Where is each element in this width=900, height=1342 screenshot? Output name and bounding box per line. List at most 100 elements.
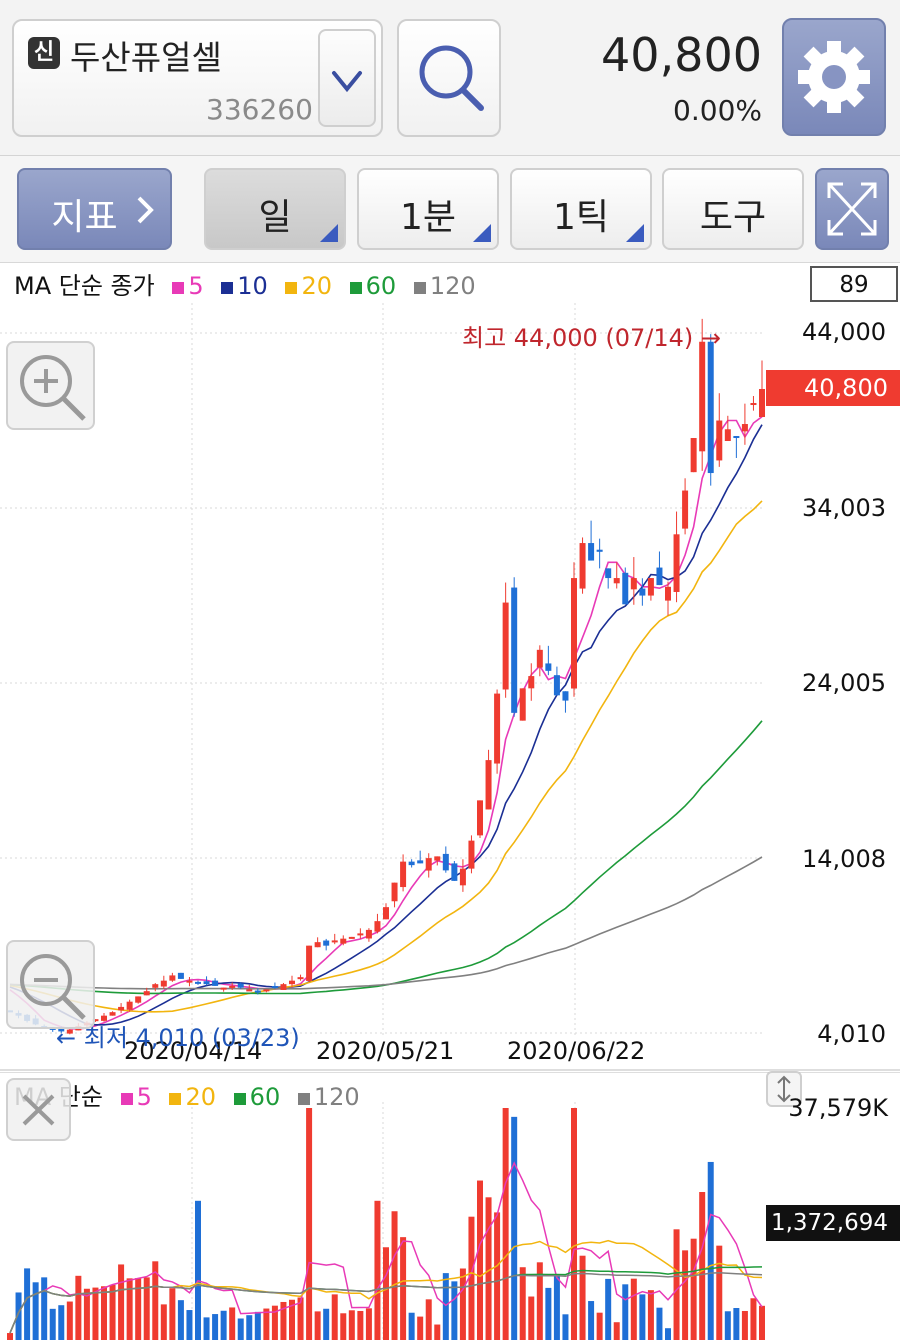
option-triangle-icon bbox=[473, 224, 491, 242]
volume-bar bbox=[656, 1307, 663, 1340]
credit-badge: 신 bbox=[28, 37, 60, 69]
stock-selector[interactable]: 신 두산퓨얼셀 336260 bbox=[12, 19, 383, 137]
ma-line bbox=[9, 500, 763, 1013]
zoom-in-button[interactable] bbox=[6, 341, 95, 430]
candle-body bbox=[596, 549, 603, 552]
volume-ma-line bbox=[9, 1161, 763, 1334]
volume-bar bbox=[135, 1278, 142, 1340]
min-price-annotation: ← 최저 4,010 (03/23) bbox=[56, 1024, 300, 1052]
expand-icon bbox=[827, 182, 877, 236]
volume-bar bbox=[442, 1273, 449, 1340]
candle-body bbox=[229, 985, 236, 988]
candle-body bbox=[314, 942, 321, 948]
candle-body bbox=[545, 663, 552, 671]
indicator-button[interactable]: 지표 bbox=[17, 168, 172, 250]
candle-body bbox=[613, 578, 620, 584]
candle-body bbox=[528, 676, 535, 689]
volume-bar bbox=[682, 1250, 689, 1340]
volume-bar bbox=[297, 1297, 304, 1340]
volume-bar bbox=[7, 1333, 13, 1340]
legend-vma120: 120 bbox=[313, 1083, 360, 1111]
period-tick-button[interactable]: 1틱 bbox=[510, 168, 652, 250]
volume-bar bbox=[741, 1310, 748, 1340]
search-icon bbox=[419, 45, 484, 111]
candle-body bbox=[485, 760, 492, 810]
legend-swatch bbox=[120, 1093, 133, 1105]
volume-bar bbox=[724, 1311, 731, 1340]
volume-bar bbox=[391, 1211, 398, 1340]
candle-body bbox=[212, 980, 219, 986]
close-volume-button[interactable] bbox=[6, 1078, 71, 1141]
volume-bar bbox=[357, 1310, 364, 1340]
tools-button[interactable]: 도구 bbox=[662, 168, 804, 250]
volume-bar bbox=[92, 1287, 99, 1340]
volume-bar bbox=[49, 1308, 56, 1340]
x-axis-label: 2020/04/14 bbox=[124, 1037, 263, 1065]
volume-bar bbox=[254, 1311, 261, 1340]
period-day-button[interactable]: 일 bbox=[204, 168, 346, 250]
search-button[interactable] bbox=[397, 19, 501, 137]
volume-bar bbox=[348, 1310, 355, 1340]
candle-body bbox=[468, 840, 475, 869]
candle-body bbox=[400, 861, 407, 888]
candle-body bbox=[511, 587, 518, 713]
candle-body bbox=[152, 984, 159, 988]
top-bar: 신 두산퓨얼셀 336260 40,800 0.00% bbox=[0, 0, 900, 156]
volume-bar bbox=[75, 1275, 82, 1340]
change-percent: 0.00% bbox=[673, 94, 762, 127]
volume-bar bbox=[733, 1308, 740, 1340]
expand-button[interactable] bbox=[815, 168, 889, 250]
candle-body bbox=[220, 987, 227, 990]
candle-body bbox=[126, 1001, 133, 1010]
x-axis-label: 2020/05/21 bbox=[316, 1037, 455, 1065]
stock-dropdown-button[interactable] bbox=[318, 29, 376, 127]
volume-bar bbox=[596, 1312, 603, 1340]
settings-button[interactable] bbox=[782, 18, 886, 136]
candle-body bbox=[271, 986, 278, 989]
candle-body bbox=[451, 863, 458, 881]
price-chart[interactable] bbox=[0, 263, 900, 1071]
option-triangle-icon bbox=[320, 224, 338, 242]
volume-bar bbox=[494, 1212, 501, 1340]
volume-bar bbox=[613, 1322, 620, 1340]
candle-body bbox=[186, 980, 193, 983]
volume-bar bbox=[417, 1316, 424, 1340]
candle-body bbox=[741, 424, 748, 432]
candle-body bbox=[425, 858, 432, 871]
volume-bar bbox=[571, 1108, 577, 1340]
candle-body bbox=[699, 341, 706, 452]
indicator-label: 지표 bbox=[51, 197, 118, 238]
volume-bar bbox=[408, 1312, 415, 1340]
price-ma-legend: MA 단순 종가 5 10 20 60 120 bbox=[14, 266, 476, 301]
resize-handle[interactable] bbox=[766, 1071, 802, 1107]
candle-body bbox=[169, 975, 176, 981]
close-icon bbox=[22, 1094, 55, 1126]
max-price-annotation: 최고 44,000 (07/14) → bbox=[462, 324, 722, 352]
volume-bar bbox=[707, 1161, 714, 1340]
candle-body bbox=[177, 972, 184, 979]
candle-body bbox=[195, 981, 201, 984]
candle-body bbox=[374, 921, 381, 932]
candle-body bbox=[724, 429, 731, 442]
y-axis-label: 44,000 bbox=[802, 318, 886, 346]
volume-bar bbox=[323, 1308, 330, 1340]
candle-body bbox=[553, 675, 560, 696]
legend-swatch bbox=[297, 1093, 310, 1105]
volume-bar bbox=[306, 1108, 313, 1340]
candle-body bbox=[588, 543, 595, 561]
volume-bar bbox=[152, 1261, 159, 1340]
candle-body bbox=[323, 940, 330, 946]
volume-bar bbox=[340, 1313, 347, 1340]
candle-body bbox=[690, 438, 697, 473]
chevron-down-icon bbox=[332, 71, 362, 93]
ma-line bbox=[9, 424, 763, 1026]
candle-body bbox=[442, 853, 449, 871]
volume-chart[interactable] bbox=[0, 1072, 900, 1342]
ma-line bbox=[9, 416, 763, 1030]
stock-name: 두산퓨얼셀 bbox=[70, 38, 222, 77]
volume-bar bbox=[545, 1287, 552, 1340]
zoom-out-button[interactable] bbox=[6, 940, 95, 1029]
candle-body bbox=[58, 1028, 65, 1032]
volume-bar bbox=[630, 1278, 637, 1340]
period-minute-button[interactable]: 1분 bbox=[357, 168, 499, 250]
